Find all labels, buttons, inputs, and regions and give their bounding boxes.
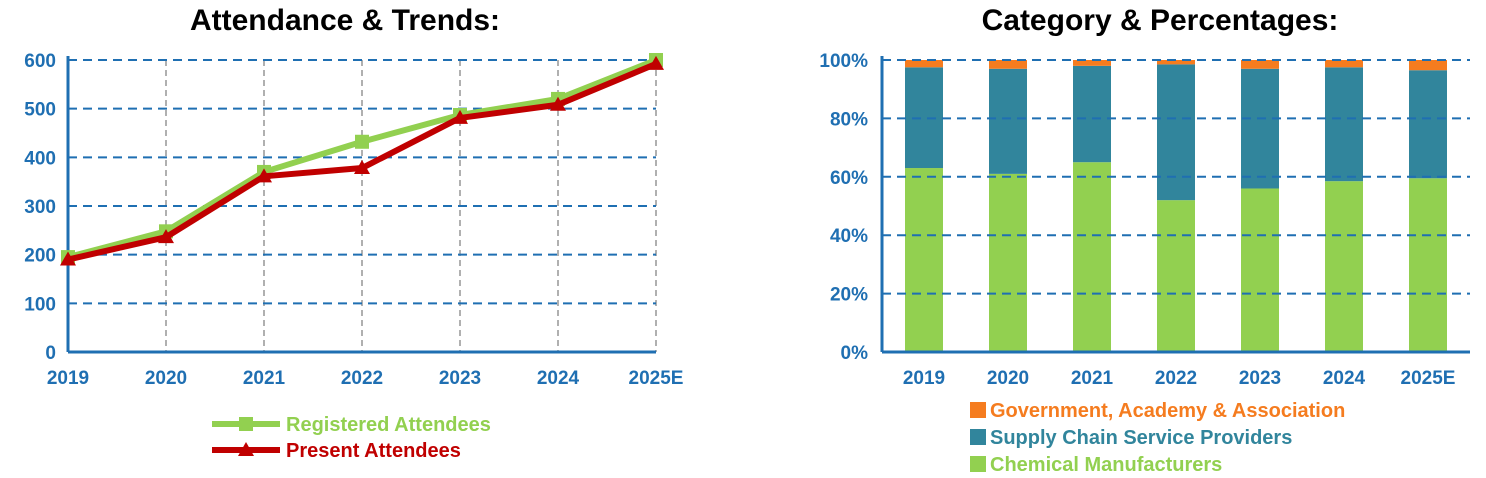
line-chart-title: Attendance & Trends: — [190, 4, 500, 37]
bar-chart-title: Category & Percentages: — [982, 4, 1339, 37]
line-chart-x-tick-labels: 2019 2020 2021 2022 2023 2024 2025E — [47, 368, 684, 389]
bar-segment-0 — [1157, 200, 1195, 352]
bar-chart-x-tick-label: 2021 — [1071, 368, 1114, 389]
line-chart-x-tick-label: 2022 — [341, 368, 383, 389]
line-chart-gridlines — [66, 56, 657, 354]
bar-segment-1 — [1073, 65, 1111, 163]
line-legend-marker — [238, 442, 254, 456]
bar-chart-x-tick-label: 2024 — [1323, 368, 1366, 389]
bar-segment-2 — [1409, 60, 1447, 71]
bar-legend-label: Government, Academy & Association — [990, 400, 1345, 422]
line-chart-y-tick-label: 200 — [24, 246, 56, 267]
bar-chart-y-tick-label: 80% — [830, 109, 868, 130]
line-series-0-line — [67, 57, 658, 261]
line-chart-x-tick-label: 2024 — [537, 368, 580, 389]
line-series-1-point — [550, 96, 566, 111]
bar-segment-2 — [1073, 60, 1111, 66]
line-chart-y-tick-label: 500 — [24, 100, 56, 121]
line-chart-x-tick-label: 2025E — [629, 368, 684, 389]
line-chart-y-tick-label: 100 — [24, 294, 56, 315]
line-chart-legend: Registered Attendees Present Attendees — [212, 414, 491, 462]
bar-legend-swatch — [970, 429, 986, 445]
bar-segment-2 — [905, 60, 943, 68]
line-series-0-point — [355, 134, 369, 149]
bar-legend-label: Chemical Manufacturers — [990, 454, 1222, 476]
line-series-1-point — [60, 251, 76, 266]
bar-chart-y-tick-labels: 0% 20% 40% 60% 80% 100% — [819, 51, 868, 364]
line-chart-y-tick-label: 400 — [24, 148, 56, 169]
bar-segment-2 — [1325, 60, 1363, 68]
line-chart-y-tick-label: 300 — [24, 197, 56, 218]
line-chart-y-tick-labels: 0 100 200 300 400 500 600 — [24, 51, 56, 364]
bar-chart-x-tick-label: 2020 — [987, 368, 1029, 389]
bar-segment-0 — [1241, 188, 1279, 352]
bar-chart-x-tick-label: 2023 — [1239, 368, 1281, 389]
line-chart-series — [60, 53, 664, 266]
line-series-1-point — [648, 55, 664, 70]
line-chart-y-tick-label: 600 — [24, 51, 56, 72]
bar-chart-x-tick-label: 2019 — [903, 368, 945, 389]
line-series-1-point — [354, 160, 370, 175]
line-legend-label: Present Attendees — [286, 440, 461, 462]
bar-segment-0 — [1409, 178, 1447, 352]
line-chart-x-tick-label: 2020 — [145, 368, 187, 389]
bar-chart-y-tick-label: 40% — [830, 226, 868, 247]
line-series-1-point — [452, 109, 468, 124]
line-chart-x-tick-label: 2023 — [439, 368, 481, 389]
bar-segment-2 — [1157, 60, 1195, 65]
attendance-line-chart: Attendance & Trends: 0 100 200 300 400 500 600… — [24, 4, 683, 462]
line-chart-y-tick-label: 0 — [45, 343, 56, 364]
bar-legend-swatch — [970, 456, 986, 472]
category-stacked-bar-chart: Category & Percentages: 0% 20% 40% 60% 80% 10… — [819, 4, 1470, 476]
bar-segment-0 — [1325, 181, 1363, 352]
bar-segment-1 — [1157, 64, 1195, 201]
bar-legend-swatch — [970, 402, 986, 418]
bar-chart-bars — [905, 60, 1447, 352]
bar-chart-y-tick-label: 0% — [841, 343, 869, 364]
bar-segment-0 — [905, 168, 943, 352]
bar-segment-0 — [989, 173, 1027, 352]
bar-segment-1 — [1325, 67, 1363, 182]
bar-chart-y-tick-label: 100% — [819, 51, 868, 72]
bar-segment-1 — [1241, 68, 1279, 189]
bar-chart-legend: Government, Academy & Association Supply … — [970, 400, 1345, 476]
bar-chart-gridlines — [880, 56, 1470, 354]
bar-segment-1 — [1409, 70, 1447, 179]
bar-chart-y-tick-label: 20% — [830, 285, 868, 306]
line-chart-x-tick-label: 2021 — [243, 368, 286, 389]
bar-segment-1 — [989, 68, 1027, 174]
line-series-1-point — [256, 168, 272, 183]
bar-chart-x-tick-label: 2022 — [1155, 368, 1197, 389]
bar-segment-0 — [1073, 162, 1111, 352]
line-legend-marker — [239, 417, 253, 431]
line-chart-x-tick-label: 2019 — [47, 368, 89, 389]
bar-legend-label: Supply Chain Service Providers — [990, 427, 1292, 449]
bar-segment-1 — [905, 67, 943, 169]
bar-chart-x-tick-label: 2025E — [1401, 368, 1456, 389]
bar-chart-x-tick-labels: 2019 2020 2021 2022 2023 2024 2025E — [903, 368, 1456, 389]
line-series-1-point — [158, 229, 174, 244]
bar-segment-2 — [1241, 60, 1279, 69]
bar-chart-y-tick-label: 60% — [830, 168, 868, 189]
line-legend-label: Registered Attendees — [286, 414, 491, 436]
bar-segment-2 — [989, 60, 1027, 69]
